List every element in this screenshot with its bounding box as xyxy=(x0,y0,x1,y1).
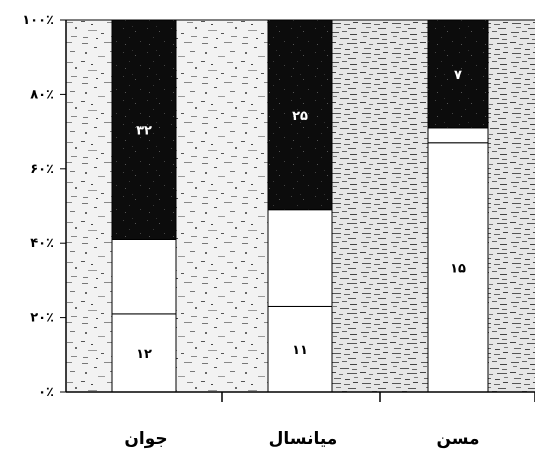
data-label-0-2: ۳۲ xyxy=(136,124,152,139)
y-tick-label: ۴۰٪ xyxy=(30,236,54,251)
y-tick-label: ۸۰٪ xyxy=(30,87,54,102)
background-band-2 xyxy=(332,20,428,392)
category-labels: جوان میانسال مسن xyxy=(124,429,479,449)
bar-segment-2-2 xyxy=(427,19,489,129)
category-label: میانسال xyxy=(269,429,338,449)
data-label-2-0: ۱۵ xyxy=(450,261,466,276)
x-ticks xyxy=(221,392,535,402)
background-band-1 xyxy=(176,20,268,392)
y-tick-label: ۲۰٪ xyxy=(30,311,54,326)
category-label: مسن xyxy=(436,429,479,449)
y-tick-label: ۰٪ xyxy=(38,385,54,400)
plot-background xyxy=(66,20,535,392)
bar-segment-0-1 xyxy=(111,238,177,315)
y-tick-label: ۱۰۰٪ xyxy=(22,13,54,28)
data-label-1-0: ۱۱ xyxy=(292,343,308,358)
background-band-0 xyxy=(66,20,112,392)
data-label-2-2: ۷ xyxy=(454,68,462,83)
data-label-0-0: ۱۲ xyxy=(136,347,152,362)
background-band-3 xyxy=(488,20,535,392)
y-ticks: ۰٪ ۲۰٪ ۴۰٪ ۶۰٪ ۸۰٪ ۱۰۰٪ xyxy=(22,13,66,400)
bar-stacks: ۱۲ ۳۲ ۱۱ ۲۵ ۱۵ ۷ xyxy=(111,19,489,393)
axes xyxy=(65,19,535,393)
bar-segment-0-2 xyxy=(111,19,177,240)
y-tick-label: ۶۰٪ xyxy=(30,162,54,177)
bar-segment-1-1 xyxy=(267,209,333,307)
bar-segment-2-1 xyxy=(427,127,489,144)
category-label: جوان xyxy=(124,429,167,449)
data-label-1-2: ۲۵ xyxy=(292,109,308,124)
bar-segment-0-0 xyxy=(111,313,177,393)
